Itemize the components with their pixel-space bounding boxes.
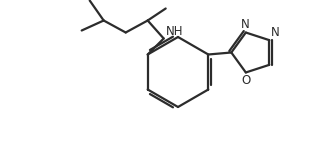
Text: NH: NH bbox=[166, 25, 183, 37]
Text: N: N bbox=[271, 26, 280, 39]
Text: N: N bbox=[241, 18, 249, 31]
Text: O: O bbox=[241, 74, 251, 87]
